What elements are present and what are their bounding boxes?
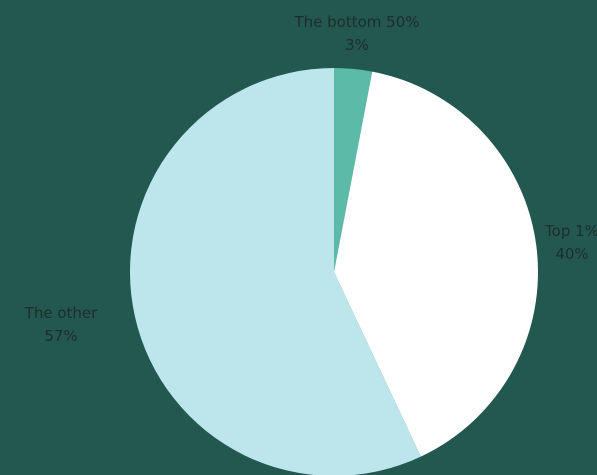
slice-value-label: 57% [44, 327, 77, 345]
labels-layer: The bottom 50% 3% Top 1% 40% The other 57% [24, 13, 597, 345]
slice-label-0: The bottom 50% 3% [293, 13, 419, 54]
pie-slice-the-other [130, 68, 421, 475]
slice-name-label: The bottom 50% [293, 13, 419, 31]
pie-slice-top-1 [334, 71, 538, 457]
slice-label-1: Top 1% 40% [544, 222, 597, 263]
slice-value-label: 40% [555, 245, 588, 263]
slice-value-label: 3% [345, 36, 369, 54]
slice-label-2: The other 57% [24, 304, 98, 345]
slice-name-label: The other [24, 304, 98, 322]
slice-name-label: Top 1% [544, 222, 597, 240]
pie-slice-the-bottom-50 [334, 68, 373, 272]
slices-layer [130, 68, 538, 475]
